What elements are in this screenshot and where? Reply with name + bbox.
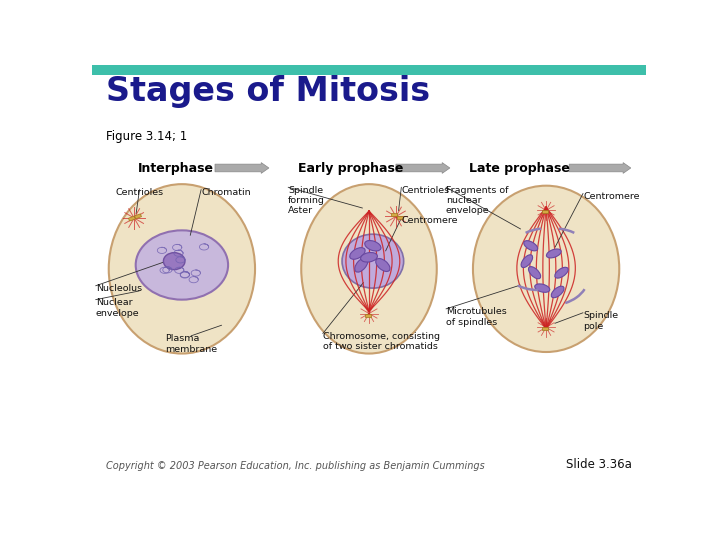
Text: Spindle
pole: Spindle pole [583,311,618,330]
Bar [128,216,135,221]
Ellipse shape [523,241,538,251]
Text: Nucleolus: Nucleolus [96,284,142,293]
Ellipse shape [163,253,185,269]
Ellipse shape [109,184,255,354]
Ellipse shape [555,267,568,278]
Text: Plasma
membrane: Plasma membrane [165,334,217,354]
Ellipse shape [552,286,564,298]
Ellipse shape [473,186,619,352]
FancyArrow shape [396,163,450,173]
Text: Chromosome, consisting
of two sister chromatids: Chromosome, consisting of two sister chr… [323,332,440,352]
Text: Centromere: Centromere [583,192,639,201]
Bar [390,213,397,217]
Text: Fragments of
nuclear
envelope: Fragments of nuclear envelope [446,186,508,215]
Text: Spindle
forming
Aster: Spindle forming Aster [288,186,325,215]
Text: Nuclear
envelope: Nuclear envelope [96,298,139,318]
Ellipse shape [301,184,437,354]
Bar [365,314,372,316]
Ellipse shape [135,231,228,300]
Ellipse shape [361,253,377,262]
Bar [397,215,403,219]
Bar [542,210,549,213]
Bar [92,65,647,75]
Text: Centromere: Centromere [401,217,458,226]
Bar [135,214,141,219]
FancyArrow shape [215,163,269,173]
Bar [542,327,549,330]
Ellipse shape [365,240,381,251]
Text: Stages of Mitosis: Stages of Mitosis [106,75,430,108]
Text: Centrioles: Centrioles [115,188,163,197]
Ellipse shape [355,258,368,272]
Ellipse shape [350,248,365,259]
Text: Interphase: Interphase [138,162,214,176]
Ellipse shape [535,284,550,292]
FancyArrow shape [570,163,631,173]
Text: Microtubules
of spindles: Microtubules of spindles [446,307,507,327]
Ellipse shape [342,234,404,288]
Ellipse shape [521,255,533,267]
Text: Figure 3.14; 1: Figure 3.14; 1 [106,130,187,143]
Text: Slide 3.36a: Slide 3.36a [567,458,632,471]
Ellipse shape [546,249,561,258]
Text: Centrioles: Centrioles [401,186,449,195]
Text: Copyright © 2003 Pearson Education, Inc. publishing as Benjamin Cummings: Copyright © 2003 Pearson Education, Inc.… [106,461,485,471]
Ellipse shape [376,259,390,272]
Text: Chromatin: Chromatin [201,188,251,197]
Text: Late prophase: Late prophase [469,162,570,176]
Text: Early prophase: Early prophase [298,162,403,176]
Ellipse shape [528,267,541,279]
